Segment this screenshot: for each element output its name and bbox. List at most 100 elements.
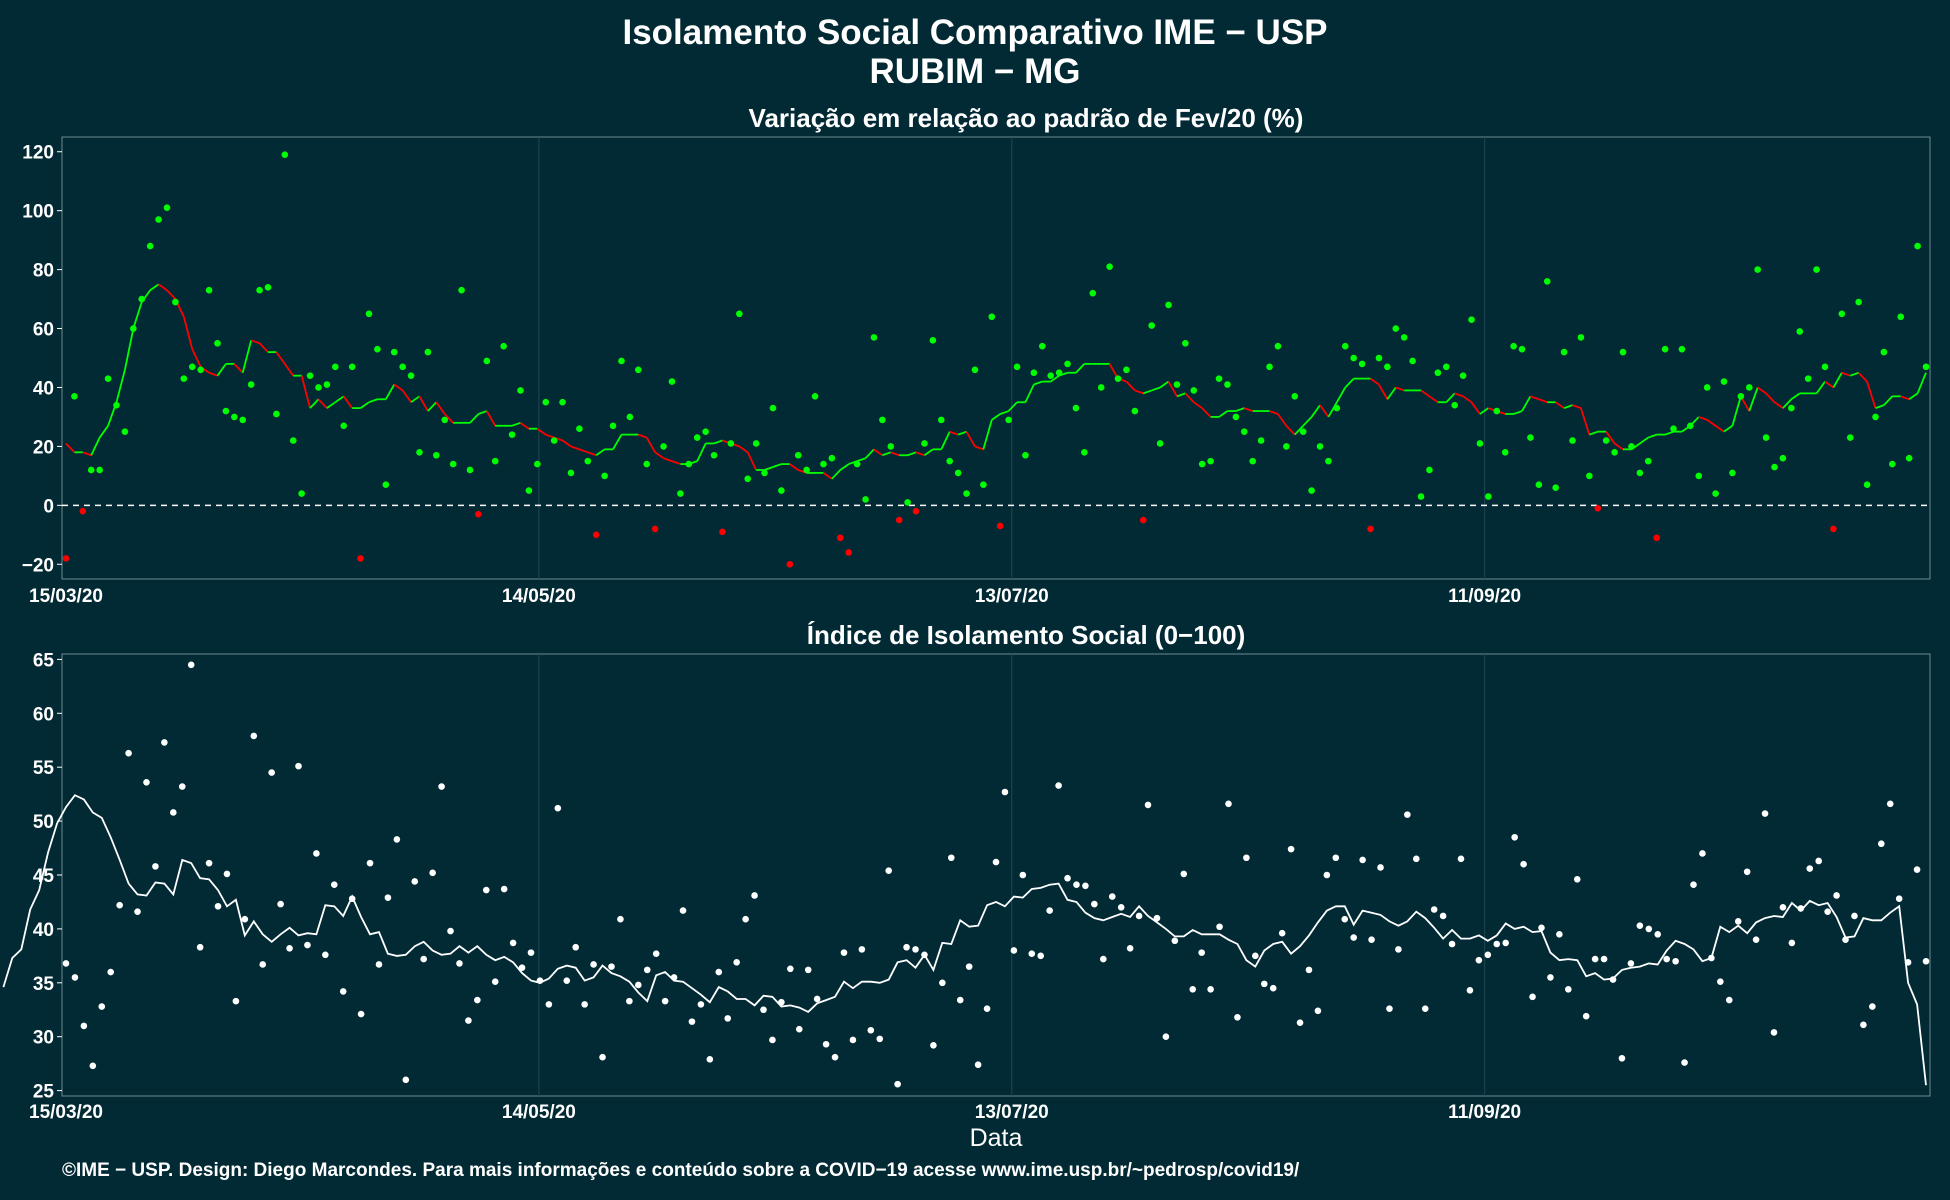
panel2-data-point: [1028, 950, 1036, 957]
panel1-data-point: [1476, 440, 1484, 447]
panel2-data-point: [232, 997, 240, 1005]
panel1-data-point: [685, 460, 693, 468]
panel1-y-tick-label: 40: [33, 378, 54, 399]
panel1-data-point: [845, 549, 853, 556]
panel2-data-point: [80, 1022, 88, 1030]
panel1-moving-average-segment: [1916, 372, 1927, 394]
panel2-data-point: [1108, 893, 1116, 900]
panel1-moving-average-segment: [519, 422, 530, 430]
panel1-moving-average-segment: [1428, 395, 1439, 403]
panel1-data-point: [660, 443, 667, 450]
panel2-data-point: [1073, 881, 1080, 889]
panel2-data-point: [98, 1003, 106, 1010]
panel1-moving-average-segment: [435, 401, 446, 415]
panel1-data-point: [441, 416, 449, 424]
panel2-data-point: [1421, 1005, 1429, 1012]
panel2-data-point: [268, 769, 275, 776]
panel1-data-point: [895, 516, 903, 524]
panel2-data-point: [1851, 912, 1858, 920]
panel2-x-tick-label: 15/03/20: [29, 1102, 103, 1123]
panel2-data-point: [1556, 930, 1563, 938]
panel2-data-point: [1162, 1033, 1170, 1041]
panel1-moving-average-segment: [284, 363, 294, 377]
panel1-data-point: [1232, 413, 1240, 421]
panel1-data-point: [912, 507, 920, 515]
panel2-data-point: [286, 945, 293, 952]
panel2-data-point: [1833, 892, 1840, 899]
panel1-data-point: [803, 466, 810, 474]
panel1-moving-average-segment: [1647, 433, 1657, 439]
panel1-data-point: [1257, 437, 1265, 444]
panel1-data-point: [1813, 266, 1820, 273]
panel1-moving-average-segment: [595, 448, 606, 456]
panel2-data-point: [125, 749, 132, 757]
panel1-data-point: [937, 416, 945, 424]
panel1-data-point: [853, 460, 861, 468]
panel2-data-point: [62, 960, 70, 967]
panel1-y-tick-label: 20: [33, 437, 54, 458]
panel1-moving-average-segment: [1765, 392, 1776, 403]
panel1-data-point: [609, 422, 617, 430]
panel1-data-point: [1198, 460, 1206, 468]
panel2-data-point: [1502, 939, 1510, 947]
panel2-data-point: [1001, 788, 1009, 796]
panel1-data-point: [146, 242, 154, 250]
panel2-data-point: [1252, 952, 1259, 960]
panel2-y-tick-label: 35: [33, 974, 55, 995]
panel1-moving-average-segment: [317, 398, 328, 409]
panel2-data-point: [1278, 929, 1286, 937]
panel2-data-point: [697, 1001, 705, 1008]
panel1-moving-average-segment: [638, 433, 648, 439]
chart-subtitle: RUBIM − MG: [869, 52, 1081, 91]
panel2-data-point: [295, 762, 302, 770]
panel1-data-point: [1325, 457, 1332, 465]
panel1-data-point: [534, 460, 541, 468]
panel2-data-point: [1591, 955, 1599, 963]
panel1-data-point: [348, 363, 356, 371]
panel1-data-point: [887, 443, 895, 450]
panel1-moving-average-segment: [1664, 430, 1674, 436]
panel2-moving-average-line: [2, 794, 1927, 1086]
panel2-data-point: [1171, 937, 1179, 945]
panel1-data-point: [1863, 481, 1871, 489]
panel1-moving-average-segment: [486, 410, 497, 427]
panel1-moving-average-segment: [158, 283, 168, 291]
panel2-x-tick-label: 14/05/20: [502, 1102, 576, 1123]
panel2-data-point: [1475, 956, 1483, 964]
panel1-data-point: [1653, 534, 1660, 542]
panel1-data-point: [601, 472, 608, 480]
panel2-data-point: [742, 915, 749, 923]
panel1-data-point: [1123, 366, 1130, 374]
panel1-data-point: [458, 286, 465, 294]
panel1-data-point: [323, 381, 331, 388]
panel2-data-point: [330, 881, 338, 889]
panel1-data-point: [281, 151, 289, 158]
panel1-moving-average-segment: [1235, 407, 1245, 412]
panel1-data-point: [399, 363, 406, 371]
panel2-data-point: [930, 1042, 937, 1049]
panel1-data-point: [1333, 404, 1341, 412]
panel2-data-point: [1135, 912, 1143, 920]
panel2-data-point: [1511, 833, 1518, 841]
panel1-data-point: [1114, 375, 1122, 382]
panel1-data-point: [1308, 487, 1315, 494]
panel2-data-point: [1153, 914, 1161, 922]
panel1-data-point: [778, 487, 785, 494]
panel1-moving-average-segment: [115, 369, 126, 403]
panel1-moving-average-segment: [343, 395, 353, 409]
panel1-moving-average-segment: [90, 437, 101, 456]
panel1-moving-average-segment: [1319, 404, 1330, 418]
panel1-data-point: [1047, 372, 1055, 379]
panel2-data-point: [849, 1036, 857, 1044]
panel2-data-point: [1314, 1007, 1322, 1015]
panel1-data-point: [1543, 278, 1551, 285]
panel1-moving-average-segment: [478, 410, 488, 415]
panel1-data-point: [1299, 428, 1307, 435]
panel2-data-point: [1484, 951, 1492, 959]
panel1-data-point: [1914, 242, 1921, 250]
panel1-moving-average-segment: [1277, 413, 1288, 427]
panel1-data-point: [1207, 457, 1214, 465]
panel1-y-tick-label: 100: [22, 202, 54, 223]
panel1-moving-average-segment: [1530, 395, 1540, 401]
